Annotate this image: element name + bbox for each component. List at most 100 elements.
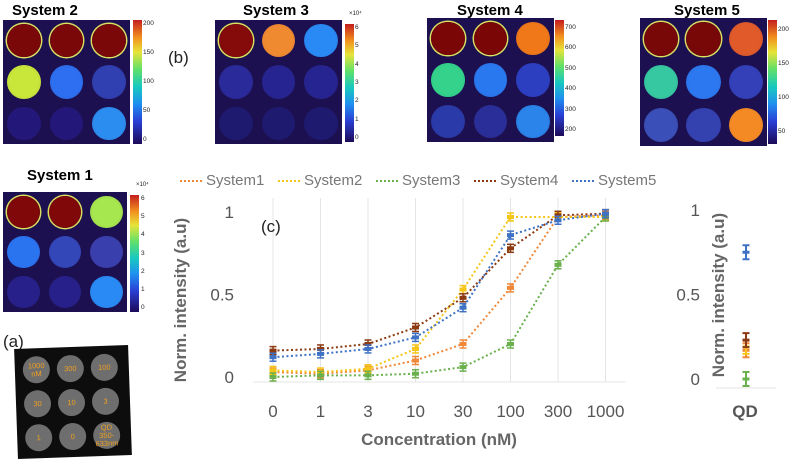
system4-well [473,104,508,139]
x-tick-label: 10 [406,402,425,421]
system5-well [728,64,763,100]
x-tick-label: 30 [454,402,473,421]
data-point [507,233,514,238]
system3-colorbar-tick: 2 [355,97,359,105]
system4-well [516,104,550,139]
system1-well [48,195,82,229]
data-point [269,355,277,360]
system2-well [7,65,41,99]
system2-well [92,65,126,99]
panel-b-letter: (b) [168,48,189,67]
system1-well [7,235,40,269]
system3-well [304,23,338,58]
data-point [554,262,562,267]
system1-colorbar-ticks: 6 5 4 3 2 1 0 [141,195,161,312]
data-point [412,371,419,376]
legend-label: System4 [500,172,559,189]
system5-well [728,22,763,57]
system1-heatmap [3,192,127,312]
system2-colorbar [133,20,142,144]
data-point [412,358,419,363]
system3-title: System 3 [243,2,309,19]
panel-a-letter: (a) [3,332,24,351]
system3-colorbar-ticks: 6 5 4 3 2 1 0 [355,24,375,142]
qd-y-tick-label: 0.5 [676,286,700,305]
system4-well [516,21,550,56]
legend-swatch [376,179,398,182]
system4-well [516,63,550,97]
system1-colorbar-tick: 1 [141,285,145,293]
system1-colorbar-tick: 0 [141,304,145,311]
data-point [317,346,324,351]
system2-colorbar-tick: 150 [143,49,154,56]
x-tick-label: 3 [363,402,372,421]
data-point [412,325,419,330]
data-point [317,373,324,378]
system2-well [7,106,41,141]
legend-item: System1 [180,172,264,189]
system4-well [473,21,508,56]
system2-title: System 2 [12,2,78,19]
qd-data-point [742,377,750,381]
system5-well [686,64,721,100]
system5-colorbar-tick: 150 [778,60,789,67]
system4-colorbar [555,20,564,136]
y-axis-title: Norm. intensity (a.u) [171,218,190,382]
data-point [269,375,277,379]
system2-well [49,23,84,58]
series-line [272,212,606,352]
system4-title: System 4 [457,2,523,19]
series-line [272,214,606,375]
qd-y-axis-title: Norm. intensity (a.u) [709,213,728,377]
data-point [459,295,467,300]
system5-well [644,22,679,57]
system4-well [431,63,465,97]
system3-well [261,65,296,99]
legend-swatch [474,179,496,182]
system3-colorbar-tick: 0 [355,134,359,141]
system3-well [219,65,253,99]
data-point [364,346,372,351]
data-point [412,335,419,340]
system3-colorbar-tick: 4 [355,60,359,68]
qd-data-point [742,338,750,342]
system2-well [7,23,41,58]
system3-colorbar-exponent: ×10⁴ [349,11,362,17]
data-point [364,366,372,371]
system3-colorbar-tick: 3 [355,79,359,86]
data-point [412,346,419,351]
system1-title: System 1 [27,167,93,184]
series-line [272,216,607,378]
system1-colorbar-tick: 2 [141,267,145,275]
system3-well [304,106,338,141]
data-point [507,246,514,251]
x-tick-label: 1 [316,402,325,421]
series-line [272,215,606,374]
system3-colorbar-tick: 6 [355,24,359,31]
system3-colorbar-tick: 1 [355,115,359,123]
chart-legend: System1 System2 System3 System4 System5 [180,172,660,194]
system3-well [261,106,296,141]
system2-well [92,23,126,58]
x-axis-title: Concentration (nM) [361,430,517,449]
system4-colorbar-tick: 700 [565,24,576,31]
system2-colorbar-tick: 200 [143,20,154,27]
system5-well [644,107,679,142]
system1-well [48,275,82,309]
panel-c-letter: (c) [261,217,281,236]
legend-label: System3 [402,172,461,189]
data-point [459,287,467,292]
system2-well [49,65,84,99]
system2-well [92,106,126,141]
qd-y-tick-label: 1 [691,201,700,220]
system3-well [219,23,253,58]
data-point [364,373,372,378]
system1-well [48,235,82,269]
system3-colorbar [345,24,354,142]
system2-heatmap [3,20,130,144]
system1-well [90,235,123,269]
system5-well [686,107,721,142]
system5-colorbar-ticks: 200 150 100 50 [778,26,789,136]
legend-label: System5 [598,172,657,189]
system4-colorbar-tick: 200 [565,126,576,133]
